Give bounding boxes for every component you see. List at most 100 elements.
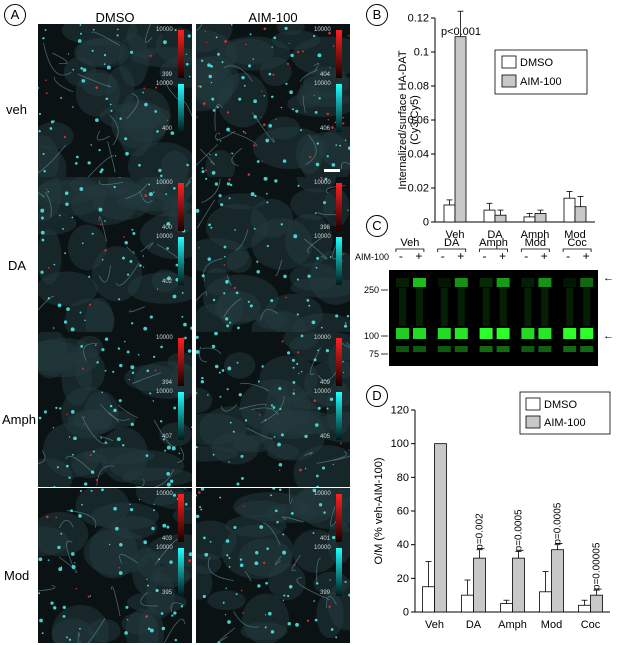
cyan-puncta: [235, 593, 238, 596]
cyan-puncta: [77, 39, 82, 43]
gel-band-oligomer: [538, 278, 552, 287]
colorbar-red: [336, 183, 342, 231]
cyan-puncta: [62, 228, 64, 230]
cyan-puncta: [146, 578, 148, 580]
band-label-oligomer: ← O: [603, 272, 617, 284]
cyan-puncta: [101, 258, 104, 261]
colorbar-red-min: 399: [162, 72, 173, 78]
column-header-dmso: DMSO: [95, 10, 135, 25]
gel-band-monomer: [538, 328, 552, 339]
cyan-puncta: [230, 24, 233, 26]
bar: [539, 591, 552, 613]
bar: [434, 443, 447, 613]
cyan-puncta: [153, 509, 155, 512]
cyan-puncta: [313, 34, 316, 38]
cyan-puncta: [259, 525, 264, 529]
red-puncta: [87, 595, 90, 598]
red-puncta: [331, 126, 334, 129]
cyan-puncta: [172, 294, 177, 299]
colorbar-red-max: 10000: [314, 491, 331, 497]
cyan-puncta: [285, 82, 288, 85]
cyan-puncta: [39, 618, 43, 623]
cyan-puncta: [59, 214, 61, 217]
lane-label: Coc: [567, 237, 587, 249]
colorbar-cyan-min: 406: [320, 126, 331, 132]
colorbar-red-min: 403: [162, 536, 173, 542]
colorbar-cyan: [336, 84, 342, 132]
cyan-puncta: [131, 322, 134, 325]
legend-label: AIM-100: [544, 417, 586, 429]
cyan-puncta: [266, 244, 269, 248]
membrane-line: [38, 296, 55, 311]
cyan-puncta: [322, 466, 326, 470]
membrane-line: [109, 114, 119, 146]
cyan-puncta: [315, 474, 319, 478]
cyan-puncta: [131, 228, 134, 231]
cyan-puncta: [225, 281, 228, 284]
cyan-puncta: [68, 638, 72, 641]
cyan-puncta: [201, 274, 205, 278]
cyan-puncta: [155, 588, 159, 593]
cyan-puncta: [158, 168, 162, 173]
cyan-puncta: [200, 488, 205, 491]
cyan-puncta: [40, 208, 45, 213]
cyan-puncta: [226, 554, 229, 557]
cyan-puncta: [304, 434, 308, 439]
cyan-puncta: [325, 349, 330, 353]
red-puncta: [218, 132, 220, 135]
bar: [574, 206, 587, 223]
cyan-puncta: [161, 626, 166, 631]
cyan-puncta: [101, 391, 103, 394]
cyan-puncta: [315, 423, 319, 427]
red-puncta: [75, 587, 78, 590]
mw-marker-label: 250: [364, 285, 379, 295]
cyan-puncta: [278, 462, 283, 467]
cyan-puncta: [80, 345, 83, 348]
cyan-puncta: [237, 326, 240, 330]
red-puncta: [332, 45, 335, 47]
cyan-puncta: [146, 584, 149, 587]
red-puncta: [82, 367, 85, 370]
red-puncta: [329, 66, 332, 69]
cyan-puncta: [173, 406, 177, 410]
membrane-line: [177, 447, 185, 463]
bar: [422, 586, 435, 613]
cyan-puncta: [173, 187, 176, 190]
cyan-puncta: [160, 345, 163, 349]
cyan-puncta: [315, 266, 318, 269]
membrane-line: [251, 407, 279, 416]
gel-band-monomer: [479, 328, 493, 339]
cyan-puncta: [151, 526, 155, 531]
cyan-puncta: [130, 365, 135, 370]
red-puncta: [278, 469, 281, 472]
cyan-puncta: [344, 139, 347, 142]
cyan-puncta: [304, 467, 307, 470]
cyan-puncta: [273, 36, 277, 40]
microscopy-tile: 10000 403 10000 395: [38, 488, 192, 643]
cell-region: [259, 57, 292, 87]
cyan-puncta: [282, 599, 284, 602]
gel-band-lower: [396, 346, 409, 352]
cyan-puncta: [196, 514, 200, 519]
red-puncta: [197, 85, 200, 88]
cyan-puncta: [88, 275, 91, 278]
membrane-line: [317, 212, 338, 216]
colorbar-red: [336, 494, 342, 542]
cyan-puncta: [64, 252, 67, 255]
cyan-puncta: [220, 203, 224, 207]
membrane-line: [275, 260, 283, 277]
membrane-line: [282, 516, 304, 523]
gel-smear: [499, 288, 507, 326]
membrane-line: [91, 31, 121, 46]
red-puncta: [306, 619, 310, 622]
red-puncta: [228, 178, 231, 181]
cell-region: [318, 126, 350, 170]
y-tick-label: 60: [397, 506, 409, 518]
cyan-puncta: [214, 153, 218, 156]
colorbar-red-min: 404: [320, 72, 331, 78]
lane-label: Amph: [479, 237, 508, 249]
membrane-line: [38, 144, 67, 174]
lane-sign-minus: -: [441, 249, 445, 263]
legend-swatch: [525, 397, 541, 411]
membrane-line: [96, 465, 115, 486]
